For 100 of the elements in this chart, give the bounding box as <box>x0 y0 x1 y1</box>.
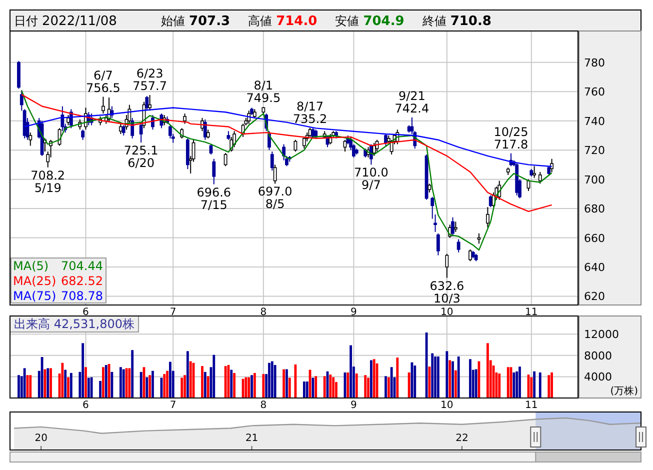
text: 707.3 <box>188 14 230 29</box>
bar <box>486 343 489 398</box>
bar <box>87 378 90 398</box>
text: 高値 <box>248 14 272 28</box>
candlestick <box>270 151 274 172</box>
bar <box>50 368 52 398</box>
bar <box>550 372 553 398</box>
x-tick-label: 11 <box>525 400 538 411</box>
bar <box>90 377 93 398</box>
bar <box>82 343 84 398</box>
bar <box>302 381 306 398</box>
annotation: 697.0 8/5 <box>258 184 292 212</box>
bar <box>306 381 308 398</box>
bar <box>23 368 26 398</box>
bar <box>119 367 122 398</box>
annotation: 710.0 9/7 <box>354 166 388 192</box>
annotation: 725.1 6/20 <box>124 144 158 170</box>
candlestick <box>430 196 434 220</box>
bar <box>250 375 253 398</box>
bar <box>270 361 274 398</box>
candlestick <box>212 158 216 185</box>
bar <box>64 370 67 398</box>
text: 714.0 <box>276 14 318 29</box>
x-tick-label: 10 <box>440 400 454 411</box>
text: 終値 <box>421 14 446 28</box>
y-tick-label: 760 <box>584 86 605 99</box>
bar <box>152 370 154 398</box>
x-tick-label: 9 <box>350 400 357 411</box>
y-tick-label: 12000 <box>584 328 619 342</box>
x-tick-label: 10 <box>440 307 454 318</box>
bar <box>104 364 108 398</box>
candlestick <box>28 132 32 146</box>
annotation: 6/7 756.5 <box>86 68 120 95</box>
bar <box>332 377 335 398</box>
candlestick <box>532 166 536 178</box>
bar <box>29 375 32 398</box>
bar <box>201 366 204 398</box>
candlestick <box>232 130 236 148</box>
candlestick <box>60 106 64 132</box>
annotation: 10/25 717.8 <box>494 124 528 152</box>
text: MA(5) <box>13 259 49 273</box>
bar <box>146 377 148 398</box>
y-tick-label: 720 <box>584 144 605 158</box>
bar <box>384 376 387 398</box>
bar <box>189 361 192 398</box>
bar <box>61 362 64 398</box>
bar <box>312 378 314 398</box>
annotation: 8/1 749.5 <box>246 78 281 105</box>
x-tick-label: 21 <box>245 433 258 444</box>
y-tick-label: 660 <box>584 232 605 245</box>
candlestick <box>183 113 186 124</box>
text: 2022/11/08 <box>42 14 117 29</box>
x-tick-label: 8 <box>260 400 267 411</box>
x-tick-label: 6 <box>82 307 89 318</box>
bar <box>206 376 210 398</box>
bar <box>446 351 448 398</box>
bar <box>367 378 370 398</box>
bar <box>548 375 550 398</box>
bar <box>248 377 250 398</box>
annotation: 704.44 <box>61 259 103 273</box>
bar <box>140 372 142 398</box>
candlestick <box>372 142 376 156</box>
bar <box>518 366 521 398</box>
candlestick <box>168 124 172 139</box>
candlestick <box>538 172 542 184</box>
y-tick-label: 620 <box>584 290 605 304</box>
bar <box>46 368 50 398</box>
bar <box>180 378 184 398</box>
bar <box>186 351 189 398</box>
bar <box>414 366 416 398</box>
bar <box>282 369 286 398</box>
y-tick-label: 4000 <box>584 370 612 384</box>
bar <box>131 350 134 398</box>
bar <box>184 375 186 398</box>
y-tick-label: 740 <box>584 114 605 128</box>
bar <box>448 360 452 398</box>
bar <box>204 372 206 398</box>
bar <box>474 369 478 398</box>
y-tick-label: 780 <box>584 56 605 70</box>
candlestick <box>224 152 228 167</box>
y-tick-label: 640 <box>584 261 605 274</box>
bar <box>84 367 87 398</box>
annotation: 8/17 735.2 <box>292 99 328 126</box>
bar <box>67 377 70 398</box>
bar <box>230 370 233 398</box>
bar <box>253 372 256 398</box>
annotation: 682.52 <box>61 274 103 288</box>
bar <box>512 372 516 398</box>
text: 日付 <box>14 14 38 28</box>
x-tick-label: 9 <box>350 307 357 318</box>
bar <box>506 367 510 398</box>
bar <box>329 374 332 398</box>
candlestick <box>451 216 454 237</box>
bar <box>355 374 358 398</box>
candlestick <box>436 232 440 256</box>
bar <box>469 359 472 398</box>
bar <box>102 367 104 398</box>
bar <box>169 362 172 398</box>
candlestick <box>302 136 306 150</box>
bar <box>212 354 216 398</box>
